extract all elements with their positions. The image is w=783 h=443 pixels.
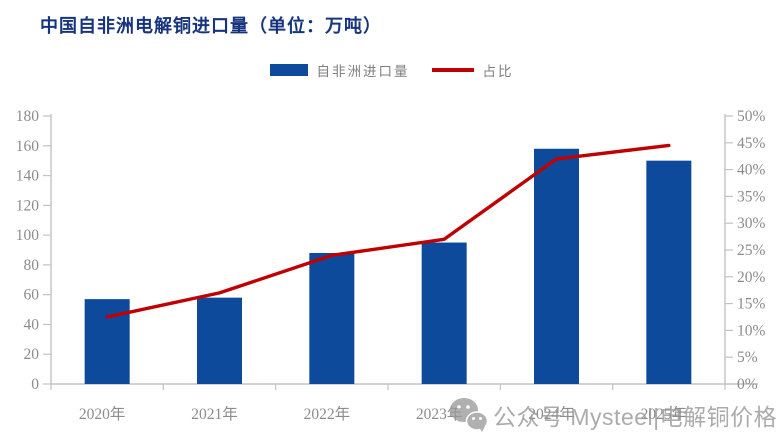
legend-line-label: 占比 <box>482 64 514 79</box>
legend-item-line: 占比 <box>431 60 514 80</box>
bar-2020年 <box>84 299 130 384</box>
x-tick-label: 2021年 <box>191 405 238 423</box>
legend-item-bar: 自非洲进口量 <box>269 60 410 80</box>
right-axis-tick-label: 30% <box>737 215 766 232</box>
left-axis-tick-label: 180 <box>16 108 40 125</box>
left-axis-tick-label: 140 <box>16 168 40 185</box>
left-axis-tick-label: 0 <box>31 376 39 393</box>
left-axis-tick-label: 120 <box>16 197 40 214</box>
chart-title: 中国自非洲电解铜进口量（单位：万吨） <box>40 16 382 36</box>
right-axis-tick-label: 10% <box>737 322 766 339</box>
line-swatch-icon <box>431 68 474 72</box>
left-axis-tick-label: 60 <box>24 287 40 304</box>
ratio-line <box>105 143 671 319</box>
bar-2021年 <box>197 297 242 384</box>
right-axis-tick-label: 25% <box>737 242 766 259</box>
right-axis-tick-label: 20% <box>737 269 766 286</box>
right-axis-tick-label: 45% <box>737 135 766 152</box>
right-axis-tick-label: 35% <box>737 188 766 205</box>
right-axis-tick-label: 40% <box>737 162 766 179</box>
chart-legend: 自非洲进口量 占比 <box>0 60 783 80</box>
x-tick-label: 2020年 <box>79 405 126 423</box>
x-tick-label: 2025年 <box>641 405 688 423</box>
x-tick-label: 2022年 <box>304 405 351 423</box>
bar-2024年 <box>534 148 579 384</box>
right-axis-tick-label: 0% <box>737 376 758 393</box>
legend-bar-label: 自非洲进口量 <box>316 64 410 79</box>
left-axis-tick-label: 160 <box>16 138 40 155</box>
bar-2022年 <box>309 252 355 384</box>
right-axis-tick-label: 5% <box>737 349 758 366</box>
bar-swatch-icon <box>269 64 308 76</box>
bar-2023年 <box>421 242 467 384</box>
x-tick-label: 2023年 <box>416 405 463 423</box>
right-axis-tick-label: 15% <box>737 296 766 313</box>
left-axis-tick-label: 100 <box>16 227 40 244</box>
bar-2025年 <box>646 160 692 384</box>
left-axis-tick-label: 80 <box>24 257 40 274</box>
left-axis-tick-label: 20 <box>24 346 40 363</box>
left-axis-tick-label: 40 <box>24 316 40 333</box>
x-tick-label: 2024年 <box>528 405 575 423</box>
right-axis-tick-label: 50% <box>737 108 766 125</box>
